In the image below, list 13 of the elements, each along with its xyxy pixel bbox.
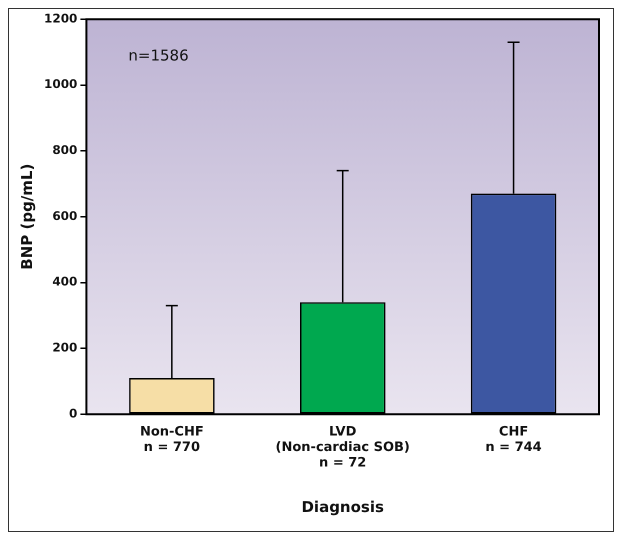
annotation: n=1586 [128,46,189,65]
x-tick-label: Non-CHF n = 770 [140,424,204,455]
x-tick-label: LVD (Non-cardiac SOB) n = 72 [276,424,410,471]
y-tick-label: 200 [52,340,78,354]
y-tick-label: 1200 [44,11,78,26]
x-axis-title: Diagnosis [301,498,384,516]
y-tick-label: 1000 [44,77,78,92]
y-tick-label: 400 [52,274,78,289]
y-tick-label: 600 [52,208,78,223]
y-axis-title: BNP (pg/mL) [18,164,36,270]
y-tick-label: 0 [69,406,78,420]
y-tick-label: 800 [52,142,78,157]
x-tick-label: CHF n = 744 [485,424,542,455]
